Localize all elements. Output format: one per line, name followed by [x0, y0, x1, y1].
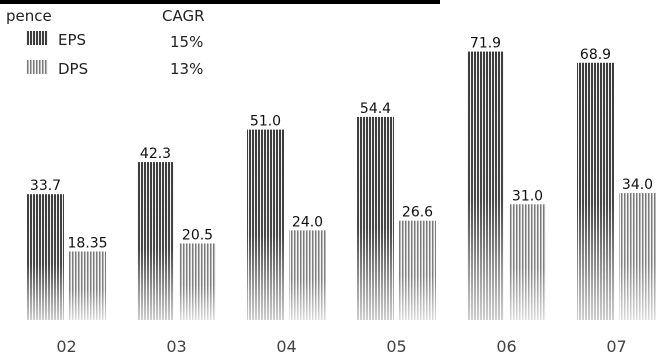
value-label-dps-07: 34.0 [622, 177, 653, 193]
legend-cagr-header: CAGR [162, 7, 205, 25]
x-tick-label-07: 07 [606, 337, 626, 356]
legend-label-dps: DPS [58, 60, 88, 78]
value-label-dps-05: 26.6 [402, 205, 433, 221]
x-tick-label-04: 04 [276, 337, 296, 356]
x-tick-label-05: 05 [386, 337, 406, 356]
value-label-dps-04: 24.0 [292, 214, 323, 230]
legend-cagr-eps: 15% [170, 33, 203, 51]
value-label-eps-06: 71.9 [470, 36, 501, 52]
bar-fade-eps-06 [467, 51, 504, 320]
bar-fade-eps-04 [247, 129, 284, 320]
legend-label-eps: EPS [58, 31, 86, 49]
legend-swatch-eps [26, 31, 48, 45]
bar-fade-eps-07 [577, 62, 614, 320]
value-label-dps-02: 18.35 [67, 235, 107, 251]
value-label-eps-03: 42.3 [140, 146, 171, 162]
legend-swatch-dps [26, 60, 48, 74]
x-tick-label-06: 06 [496, 337, 516, 356]
value-label-eps-07: 68.9 [580, 47, 611, 63]
legend: pence CAGR EPS 15% DPS 13% [6, 7, 205, 78]
bar-fade-eps-05 [357, 116, 394, 320]
x-tick-label-02: 02 [56, 337, 76, 356]
value-label-eps-02: 33.7 [30, 178, 61, 194]
value-label-eps-04: 51.0 [250, 114, 281, 130]
bar-fade-dps-04 [289, 230, 326, 320]
top-rule [0, 0, 440, 4]
legend-unit-label: pence [6, 7, 52, 25]
bar-fade-dps-07 [619, 193, 656, 320]
bar-fade-eps-02 [27, 194, 64, 320]
bar-fade-eps-03 [137, 162, 174, 320]
value-label-eps-05: 54.4 [360, 101, 391, 117]
value-label-dps-06: 31.0 [512, 188, 543, 204]
bar-fade-dps-02 [69, 251, 106, 320]
bar-fade-dps-03 [179, 243, 216, 320]
bar-fade-dps-06 [509, 204, 546, 320]
plot-area: 33.7 18.35 02 42.3 20.5 03 51.0 24.0 04 54.4 26.6 0… [27, 36, 656, 356]
bar-fade-dps-05 [399, 220, 436, 320]
x-tick-label-03: 03 [166, 337, 186, 356]
legend-cagr-dps: 13% [170, 60, 203, 78]
value-label-dps-03: 20.5 [182, 227, 213, 243]
